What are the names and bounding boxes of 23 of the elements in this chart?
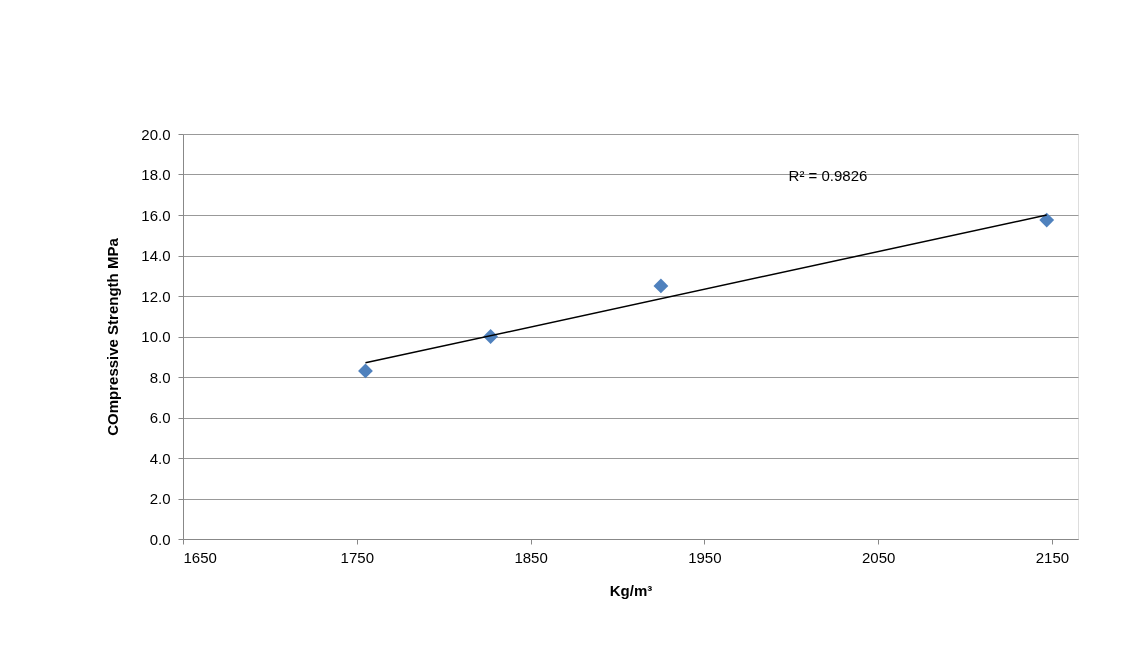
y-tick-label: 4.0 <box>149 449 171 467</box>
x-axis-title: Kg/m³ <box>609 581 653 599</box>
y-tick-label: 2.0 <box>149 490 171 507</box>
x-tick-label: 1950 <box>688 548 722 566</box>
y-tick-label: 18.0 <box>141 166 171 183</box>
x-tick-label: 2150 <box>1035 548 1070 566</box>
annotation: R² = 0.9826 <box>788 167 868 184</box>
point <box>1039 212 1055 228</box>
y-axis-title: COmpressive Strength MPa <box>104 237 122 436</box>
x-tick-label: 1750 <box>340 548 374 566</box>
y-tick-label: 12.0 <box>141 287 171 305</box>
y-tick-label: 6.0 <box>149 409 171 426</box>
x-tick-label: 2050 <box>861 548 896 566</box>
point <box>653 278 669 294</box>
y-tick-label: 10.0 <box>141 328 171 345</box>
y-tick-label: 20.0 <box>141 125 171 143</box>
y-tick-label: 14.0 <box>141 247 171 264</box>
y-tick-label: 8.0 <box>149 368 171 386</box>
y-tick-label: 16.0 <box>141 206 171 224</box>
point <box>358 363 373 379</box>
x-tick-label: 1650 <box>183 548 217 566</box>
x-tick-label: 1850 <box>514 548 548 566</box>
y-tick-label: 0.0 <box>149 530 171 548</box>
